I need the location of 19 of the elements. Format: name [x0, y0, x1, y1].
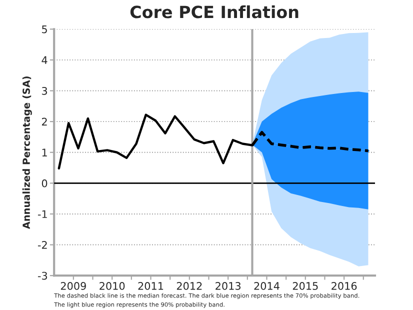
x-tick-label: 2015 — [292, 282, 318, 290]
chart-title: Core PCE Inflation — [130, 5, 298, 18]
y-tick-label: 3 — [42, 86, 48, 95]
y-tick-label: 1 — [42, 148, 47, 156]
x-tick-label: 2009 — [60, 282, 86, 290]
x-tick-label: 2011 — [138, 282, 164, 290]
y-tick-label: -2 — [38, 241, 47, 249]
y-tick-label: -1 — [38, 210, 47, 218]
x-tick-label: 2012 — [176, 282, 202, 290]
y-tick-label: 0 — [42, 179, 48, 188]
x-tick-label: 2016 — [332, 282, 357, 290]
y-tick-label: 4 — [42, 56, 48, 64]
y-axis-title: Annualized Percentage (SA) — [22, 76, 32, 230]
y-tick-label: 2 — [42, 118, 47, 126]
x-tick-label: 2014 — [254, 282, 280, 290]
x-tick-label: 2010 — [100, 282, 125, 290]
x-tick-label: 2013 — [216, 282, 241, 290]
y-tick-label: -3 — [38, 272, 48, 280]
y-tick-label: 5 — [42, 26, 47, 34]
